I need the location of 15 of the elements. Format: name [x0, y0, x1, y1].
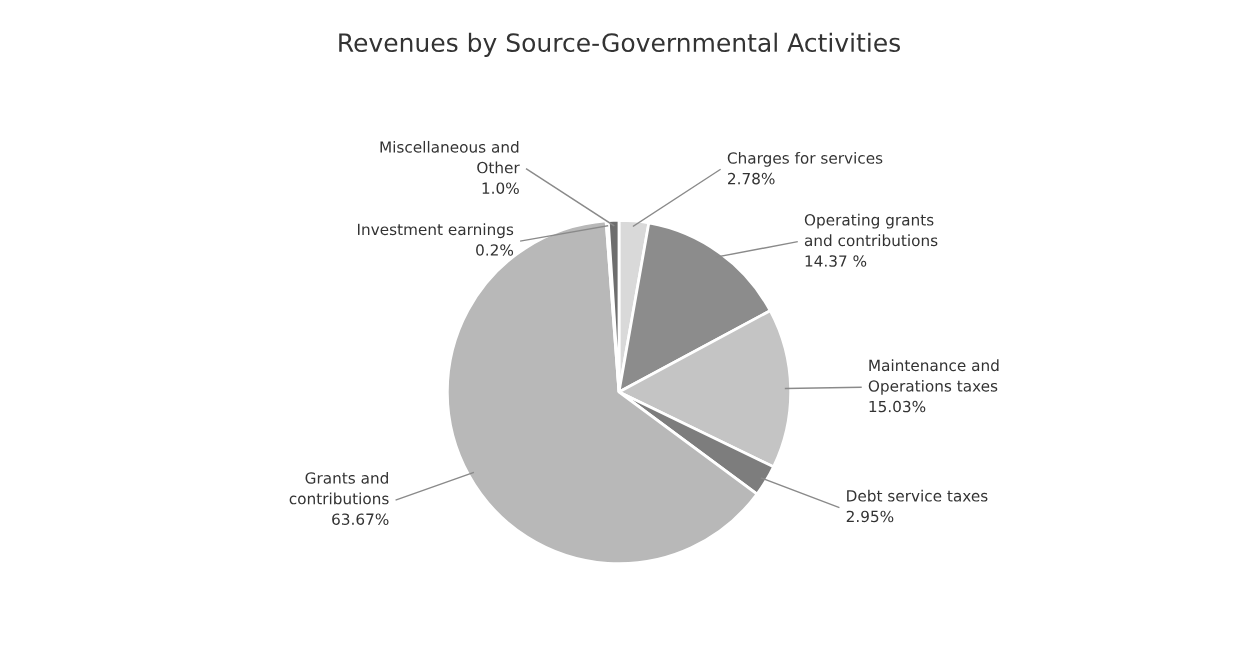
slice-label: Grants and contributions: [289, 471, 389, 505]
slice-label: Miscellaneous and Other: [380, 140, 520, 174]
data-label: 2.95%: [846, 510, 894, 523]
slice-label: Maintenance and Operations taxes: [868, 359, 999, 395]
data-label: 63.67%: [332, 513, 389, 525]
slice-label: Investment earnings: [357, 223, 514, 239]
data-label: 0.2%: [476, 244, 514, 256]
slice-label: Operating grants and contributions: [804, 213, 938, 247]
data-label: 1.0%: [482, 182, 519, 194]
data-label: 14.37 %: [805, 255, 867, 267]
data-label: 15.03%: [869, 400, 926, 413]
data-label: 2.78%: [728, 172, 775, 185]
chart-title: Revenues by Source-Governmental Activities: [339, 32, 900, 57]
slice-label: Debt service taxes: [847, 489, 988, 502]
slice-label: Charges for services: [727, 151, 883, 167]
